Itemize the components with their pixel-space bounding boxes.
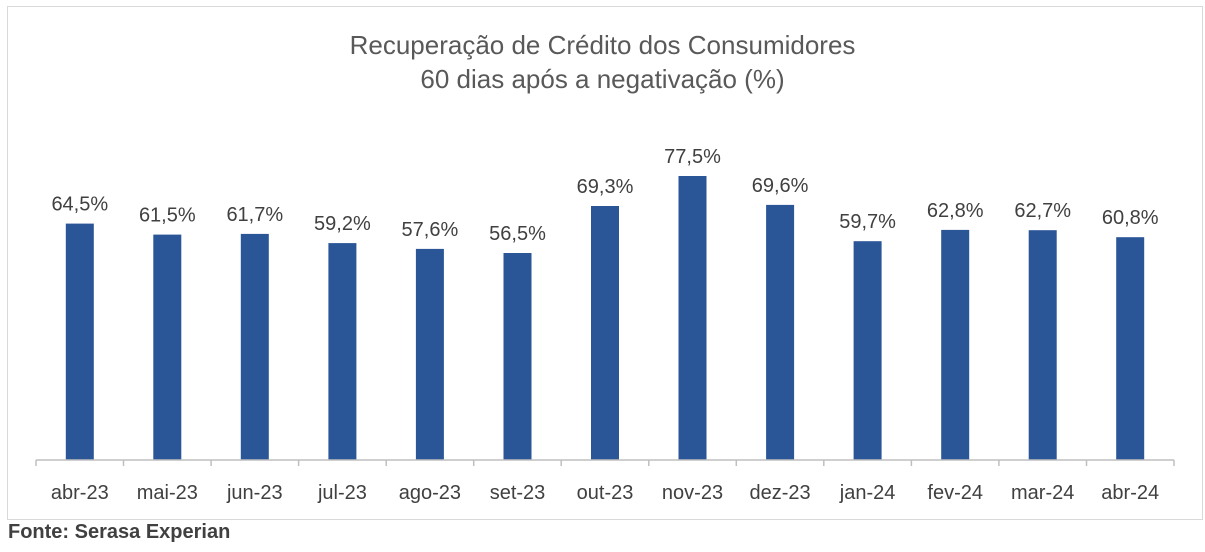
x-tick-label-set-23: set-23: [490, 482, 546, 504]
data-label-nov-23: 77,5%: [664, 146, 721, 168]
bar-abr-24: [1116, 237, 1145, 460]
bar-chart: 64,5% abr-23 61,5% mai-23 61,7% jun-23 59,2% ju…: [35, 146, 1175, 504]
x-tick-label-abr-23: abr-23: [51, 482, 109, 504]
data-label-abr-23: 64,5%: [51, 194, 108, 216]
bar-out-23: [591, 206, 619, 460]
x-tick-label-dez-23: dez-23: [750, 482, 811, 504]
data-label-jul-23: 59,2%: [314, 213, 371, 235]
x-tick-label-jul-23: jul-23: [317, 482, 367, 504]
bar-set-23: [503, 253, 532, 460]
data-label-jan-24: 59,7%: [839, 211, 896, 233]
data-label-mai-23: 61,5%: [139, 205, 196, 227]
bar-mai-23: [153, 234, 182, 460]
bar-jan-24: [853, 241, 882, 460]
x-tick-label-jan-24: jan-24: [839, 482, 896, 504]
source-note: Fonte: Serasa Experian: [8, 521, 231, 543]
bar-abr-23: [65, 223, 94, 460]
bar-ago-23: [415, 248, 444, 460]
x-tick-label-nov-23: nov-23: [662, 482, 723, 504]
bar-jul-23: [328, 243, 357, 460]
x-tick-label-abr-24: abr-24: [1101, 482, 1159, 504]
x-tick-label-ago-23: ago-23: [399, 482, 461, 504]
bar-mar-24: [1028, 230, 1057, 460]
bar-nov-23: [678, 176, 707, 460]
data-label-ago-23: 57,6%: [402, 219, 459, 241]
x-tick-label-mai-23: mai-23: [137, 482, 198, 504]
data-label-set-23: 56,5%: [489, 223, 546, 245]
x-tick-label-mar-24: mar-24: [1011, 482, 1074, 504]
data-label-mar-24: 62,7%: [1014, 200, 1071, 222]
x-tick-label-fev-24: fev-24: [927, 482, 983, 504]
data-label-dez-23: 69,6%: [752, 175, 809, 197]
x-tick-label-out-23: out-23: [577, 482, 634, 504]
bar-dez-23: [766, 204, 795, 460]
x-tick-label-jun-23: jun-23: [226, 482, 283, 504]
chart-subtitle: 60 dias após a negativação (%): [420, 64, 785, 94]
data-label-fev-24: 62,8%: [927, 200, 984, 222]
data-label-abr-24: 60,8%: [1102, 207, 1159, 229]
data-label-out-23: 69,3%: [577, 176, 634, 198]
bar-fev-24: [941, 229, 970, 460]
data-label-jun-23: 61,7%: [226, 204, 283, 226]
bar-jun-23: [240, 233, 269, 460]
chart-title: Recuperação de Crédito dos Consumidores: [349, 30, 856, 60]
